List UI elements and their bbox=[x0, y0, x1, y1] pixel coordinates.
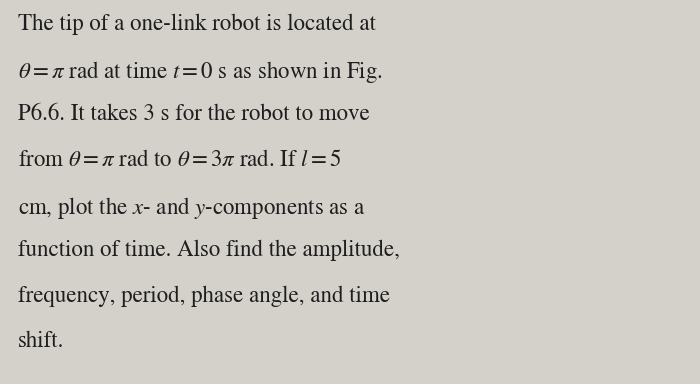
Text: $\theta = \pi$ rad at time $t = 0$ s as shown in Fig.: $\theta = \pi$ rad at time $t = 0$ s as … bbox=[18, 59, 382, 85]
Text: function of time. Also find the amplitude,: function of time. Also find the amplitud… bbox=[18, 240, 400, 262]
Text: frequency, period, phase angle, and time: frequency, period, phase angle, and time bbox=[18, 285, 389, 307]
Text: shift.: shift. bbox=[18, 331, 64, 352]
Text: The tip of a one-link robot is located at: The tip of a one-link robot is located a… bbox=[18, 13, 375, 35]
Text: cm, plot the $x$- and $y$-components as a: cm, plot the $x$- and $y$-components as … bbox=[18, 195, 365, 221]
Text: P6.6. It takes 3 s for the robot to move: P6.6. It takes 3 s for the robot to move bbox=[18, 104, 370, 126]
Text: from $\theta = \pi$ rad to $\theta = 3\pi$ rad. If $l = 5$: from $\theta = \pi$ rad to $\theta = 3\p… bbox=[18, 149, 341, 171]
